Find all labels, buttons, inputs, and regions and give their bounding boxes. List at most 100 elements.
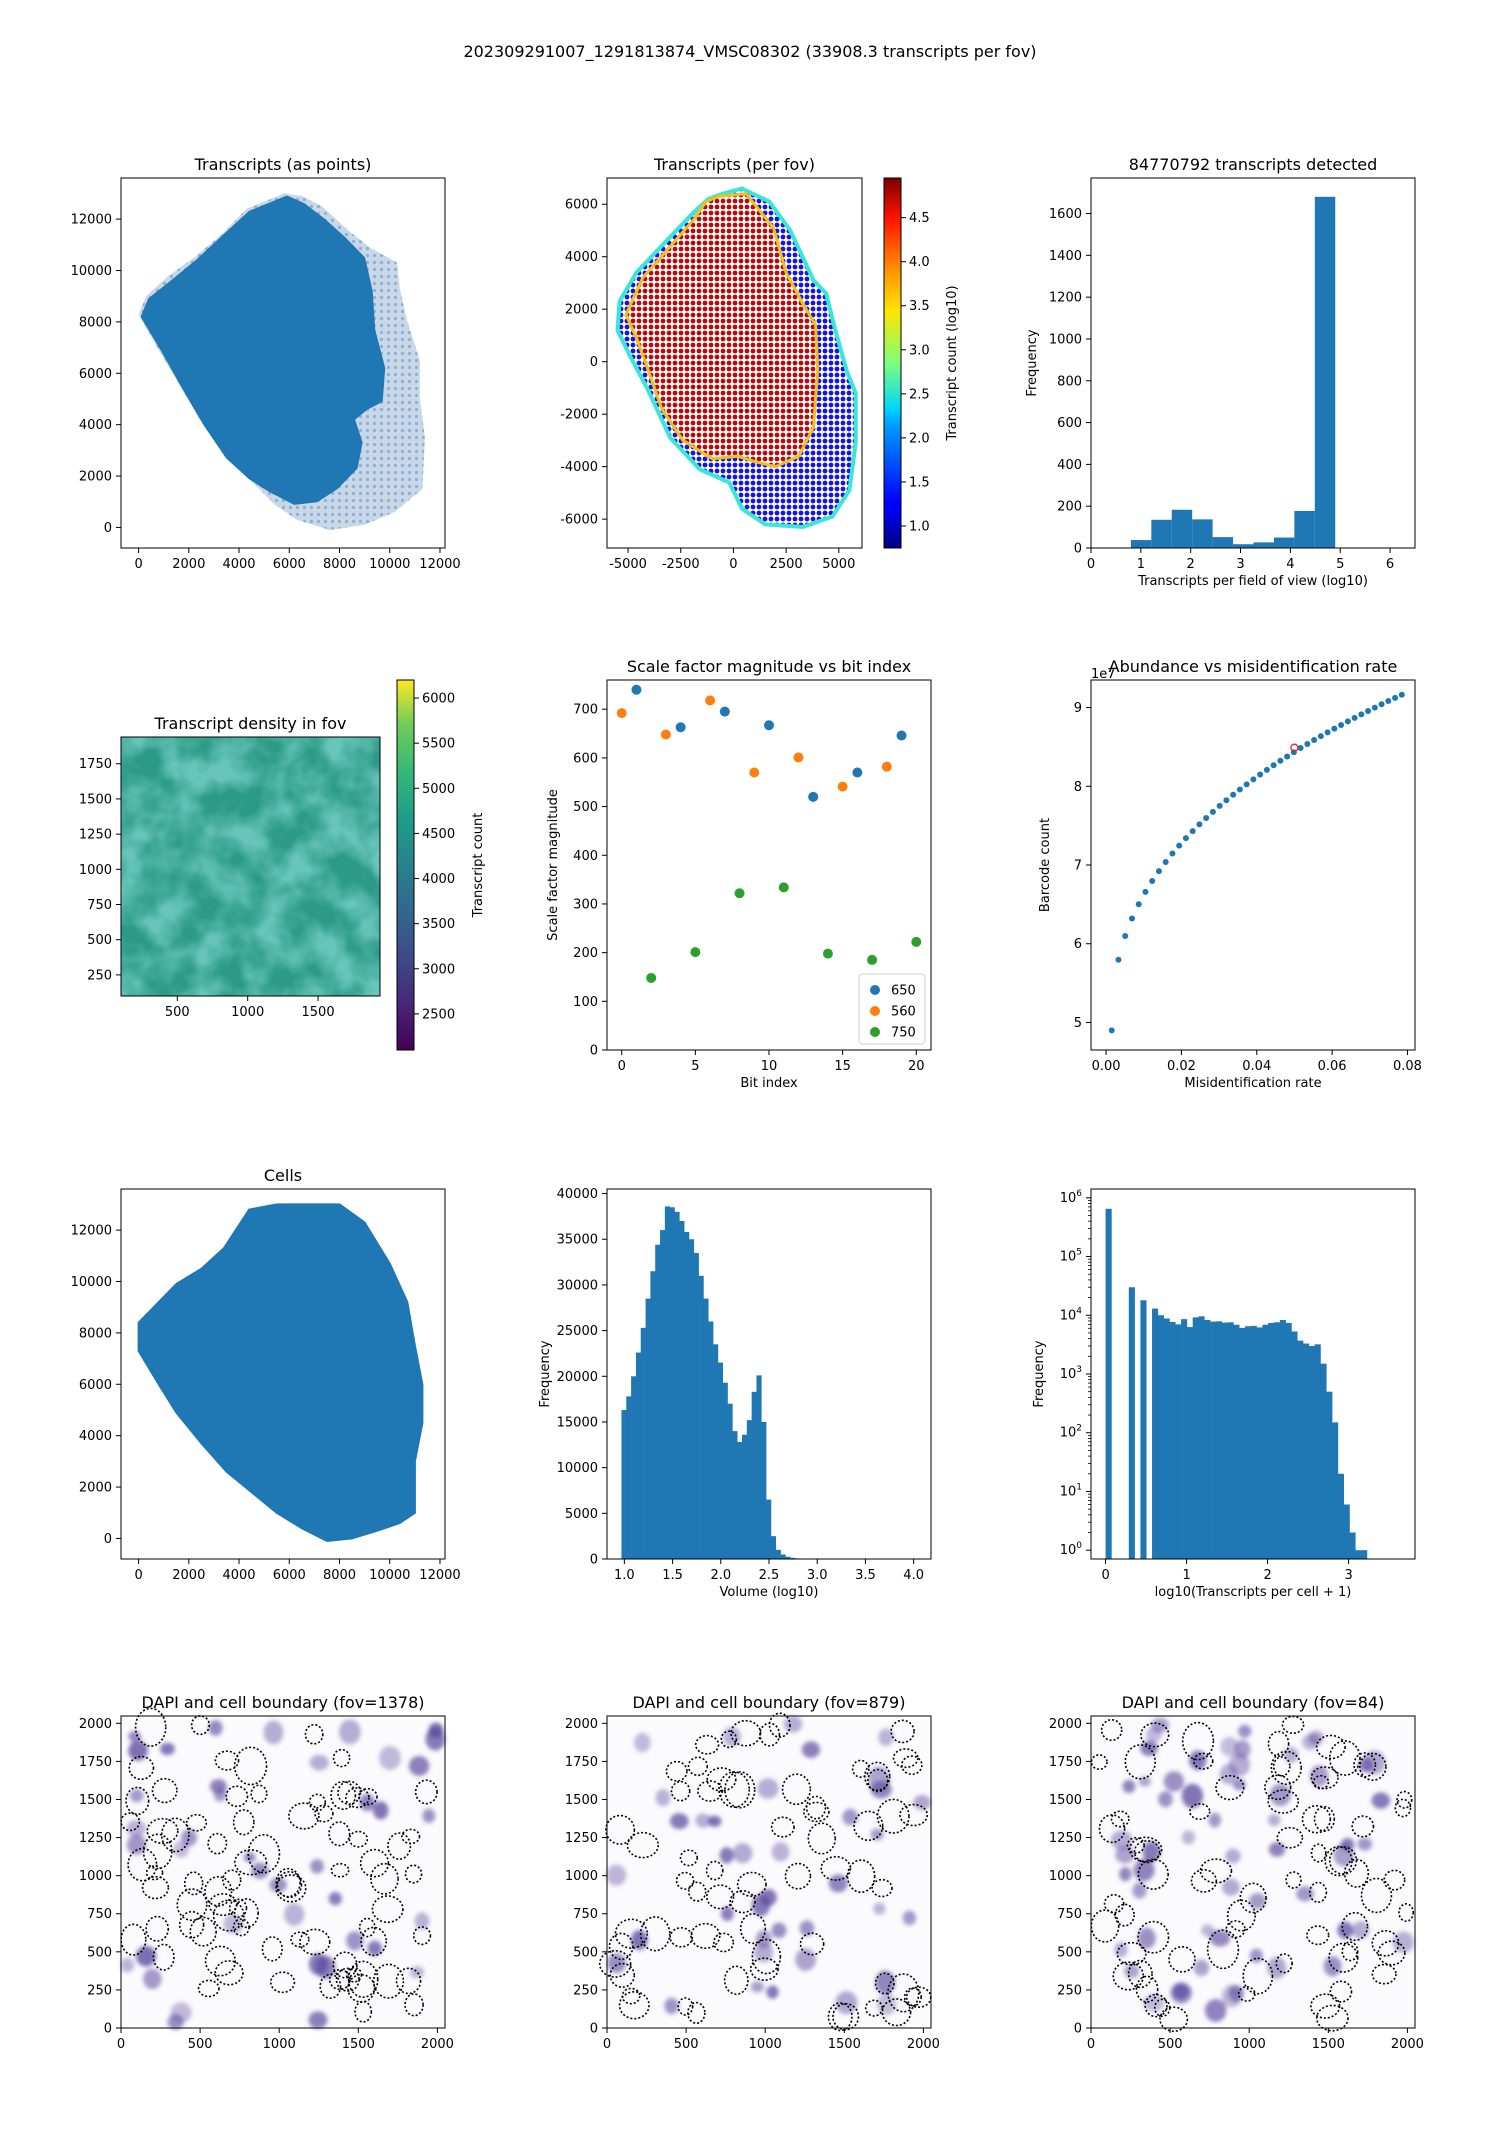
- histogram-bar: [1253, 542, 1274, 548]
- panel-transcripts_hist: 0 1 2 3 4 5 6 0 200 400 600 800 1000 1200 1400 1600 8477…: [1025, 155, 1416, 589]
- nucleus: [870, 1828, 884, 1841]
- x-tick-label: 8000: [323, 557, 356, 572]
- nucleus: [1309, 1765, 1329, 1787]
- histogram-bar: [684, 1231, 690, 1559]
- cell-boundary: [345, 1966, 363, 1983]
- point-series-650: [675, 722, 686, 733]
- cell-boundary: [360, 1926, 388, 1957]
- plot-area: [120, 1707, 446, 2030]
- histogram-bar: [717, 1362, 724, 1559]
- x-tick-label: 500: [188, 2037, 213, 2052]
- histogram-bar: [1171, 509, 1193, 548]
- cell-boundary: [713, 1932, 735, 1953]
- panel-title: Transcripts (as points): [194, 155, 372, 174]
- colorbar-tick-label: 3500: [422, 917, 455, 932]
- cell-boundary: [867, 1768, 889, 1793]
- cell-boundary: [723, 1965, 749, 1996]
- cell-boundary: [1242, 1957, 1274, 1995]
- x-tick-label: 1500: [1312, 2037, 1345, 2052]
- y-tick-label: 1500: [565, 1793, 598, 1808]
- x-tick-label: 1500: [828, 2037, 861, 2052]
- cell-boundary: [404, 1864, 423, 1884]
- cell-boundary: [370, 1862, 399, 1895]
- barcode-point: [1176, 842, 1183, 849]
- histogram-bar: [1303, 1343, 1310, 1559]
- cell-boundary: [687, 1881, 707, 1902]
- cell-boundary: [354, 2000, 373, 2023]
- cell-boundary: [665, 1760, 688, 1782]
- cell-boundary: [669, 1926, 694, 1948]
- histogram-bar: [1244, 1326, 1252, 1559]
- y-tick-label: 600: [573, 751, 598, 766]
- nucleus: [1234, 1739, 1251, 1759]
- x-tick-label: 0: [603, 2037, 611, 2052]
- cell-boundary: [1310, 1766, 1339, 1790]
- cell-boundary: [1371, 1963, 1397, 1985]
- cell-boundary: [881, 1998, 912, 2027]
- x-tick-label: 2000: [172, 557, 205, 572]
- y-tick-label: 102: [1060, 1424, 1082, 1441]
- nucleus: [1137, 1927, 1156, 1949]
- y-tick-label: 0: [104, 521, 112, 536]
- panel-title: DAPI and cell boundary (fov=879): [633, 1693, 906, 1712]
- y-tick-label: 5000: [565, 1507, 598, 1522]
- histogram-bar: [785, 1556, 791, 1559]
- nucleus: [1358, 1757, 1374, 1773]
- cell-boundary: [621, 1987, 641, 2005]
- histogram-bar: [1140, 1300, 1147, 1559]
- barcode-point: [1115, 956, 1122, 963]
- nucleus: [328, 1891, 342, 1906]
- histogram-bar: [1130, 540, 1152, 548]
- cell-boundary: [212, 1899, 245, 1932]
- x-tick-label: 2500: [770, 557, 803, 572]
- cell-boundary: [768, 1712, 791, 1738]
- cell-boundary: [598, 1949, 632, 1978]
- point-series-750: [646, 972, 657, 983]
- nucleus: [128, 1730, 141, 1742]
- cell-boundary: [694, 1734, 720, 1755]
- x-tick-label: 0: [618, 1059, 626, 1074]
- x-tick-label: 0.08: [1393, 1059, 1422, 1074]
- y-tick-label: 4000: [565, 250, 598, 265]
- nucleus: [655, 1789, 671, 1807]
- histogram-bar: [1337, 1473, 1344, 1559]
- cell-boundary: [609, 1962, 636, 1988]
- histogram-bar: [1192, 519, 1213, 548]
- nucleus: [766, 1985, 779, 1999]
- cell-boundary: [1371, 1929, 1400, 1957]
- y-tick-label: 0: [1074, 2022, 1082, 2037]
- cell-boundary: [401, 1828, 421, 1845]
- x-tick-label: 0.04: [1242, 1059, 1271, 1074]
- histogram-bar: [780, 1554, 786, 1559]
- histogram-bar: [1285, 1322, 1292, 1559]
- colorbar-label: Transcript count (log10): [945, 285, 960, 441]
- plot-area: [598, 1712, 932, 2032]
- panel-title: Abundance vs misidentification rate: [1109, 657, 1398, 676]
- histogram-bar: [1227, 1322, 1234, 1559]
- y-tick-label: 750: [87, 898, 112, 913]
- nucleus: [707, 1815, 722, 1827]
- cell-boundary: [705, 1860, 724, 1881]
- histogram-bar: [1262, 1324, 1269, 1559]
- cell-boundary: [348, 1830, 369, 1848]
- cell-boundary: [1276, 1826, 1304, 1849]
- cell-boundary: [1127, 1959, 1153, 1989]
- y-tick-label: 6000: [79, 1378, 112, 1393]
- nucleus: [873, 1902, 886, 1915]
- y-tick-label: 8000: [79, 315, 112, 330]
- barcode-point: [1250, 776, 1257, 783]
- nucleus: [129, 1789, 144, 1803]
- cell-boundary: [1328, 1846, 1358, 1875]
- cell-boundary: [1343, 1858, 1370, 1888]
- nucleus: [771, 1842, 790, 1862]
- cell-boundary: [1206, 1929, 1240, 1970]
- cell-boundary: [1114, 1903, 1135, 1927]
- point-series-650: [808, 791, 819, 802]
- axes-frame: [120, 177, 446, 549]
- barcode-point: [1297, 745, 1304, 752]
- barcode-point: [1142, 888, 1149, 895]
- nucleus: [695, 1813, 711, 1828]
- y-tick-label: 25000: [557, 1324, 598, 1339]
- x-tick-label: 20: [908, 1059, 925, 1074]
- cell-boundary: [1090, 1909, 1120, 1943]
